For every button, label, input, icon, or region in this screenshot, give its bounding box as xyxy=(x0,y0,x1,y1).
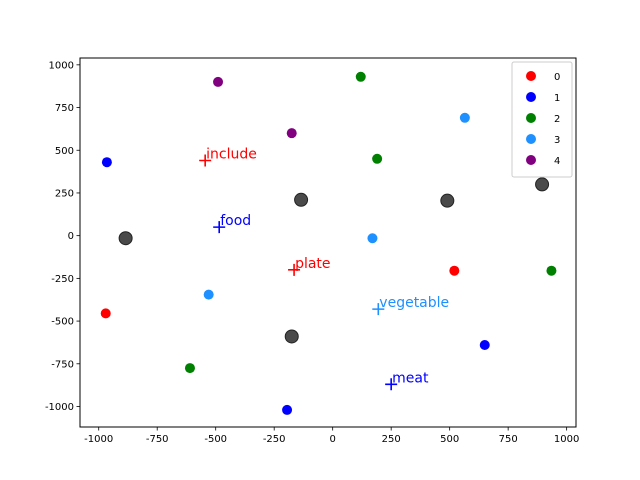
data-points xyxy=(100,71,557,415)
x-tick-label: 0 xyxy=(329,434,335,445)
word-food: food xyxy=(213,213,251,234)
word-label: vegetable xyxy=(379,295,449,311)
centroid-markers xyxy=(118,177,550,344)
data-point-series-2 xyxy=(355,71,366,82)
y-tick-label: -500 xyxy=(51,317,74,328)
x-axis: -1000 -750 -500 -250 0 250 500 750 1000 xyxy=(84,427,579,445)
data-point-series-3 xyxy=(367,233,378,244)
axes-frame xyxy=(79,57,577,428)
data-point-series-4 xyxy=(286,128,297,139)
legend-label-3: 3 xyxy=(554,135,560,146)
plus-marker xyxy=(372,303,385,316)
legend-marker-3 xyxy=(526,134,536,144)
legend-label-1: 1 xyxy=(554,93,560,104)
y-tick-label: -1000 xyxy=(45,402,74,413)
data-point-series-4 xyxy=(213,76,224,87)
word-label: food xyxy=(220,213,251,229)
legend-marker-4 xyxy=(526,155,536,165)
plus-marker xyxy=(199,154,212,167)
legend: 0 1 2 3 4 xyxy=(511,61,573,178)
y-tick-label: 750 xyxy=(55,103,74,114)
legend-label-4: 4 xyxy=(554,156,560,167)
legend-label-0: 0 xyxy=(554,72,560,83)
x-tick-label: -250 xyxy=(263,434,286,445)
legend-label-2: 2 xyxy=(554,114,560,125)
word-include: include xyxy=(199,147,257,167)
x-tick-label: -1000 xyxy=(84,434,113,445)
y-tick-label: 1000 xyxy=(49,60,74,71)
data-point-series-3 xyxy=(203,289,214,300)
data-point-series-3 xyxy=(459,112,470,123)
y-tick-label: 250 xyxy=(55,188,74,199)
data-point-series-1 xyxy=(479,340,490,350)
x-tick-label: -500 xyxy=(204,434,227,445)
legend-marker-2 xyxy=(526,113,536,123)
word-annotations: include food plate vegetable meat xyxy=(199,147,449,391)
x-tick-label: 500 xyxy=(440,434,459,445)
x-tick-label: -750 xyxy=(146,434,169,445)
centroid-point xyxy=(440,193,455,208)
legend-box xyxy=(511,61,573,178)
legend-marker-0 xyxy=(526,71,536,81)
centroid-point xyxy=(284,329,299,344)
x-tick-label: 750 xyxy=(499,434,518,445)
centroid-point xyxy=(118,231,133,246)
word-plate: plate xyxy=(288,256,331,276)
word-vegetable: vegetable xyxy=(372,295,449,316)
data-point-series-0 xyxy=(100,308,111,319)
y-tick-label: -750 xyxy=(51,359,74,370)
y-tick-label: -250 xyxy=(51,274,74,285)
word-meat: meat xyxy=(385,370,429,391)
y-tick-label: 0 xyxy=(68,231,74,242)
data-point-series-2 xyxy=(372,153,383,164)
plus-marker xyxy=(213,221,226,234)
word-label: meat xyxy=(392,370,429,386)
data-point-series-2 xyxy=(184,363,195,374)
data-point-series-1 xyxy=(101,157,112,168)
data-point-series-2 xyxy=(546,265,557,276)
y-tick-label: 500 xyxy=(55,146,74,157)
plus-marker xyxy=(288,263,301,276)
y-axis: -1000 -750 -500 -250 0 250 500 750 1000 xyxy=(45,60,80,413)
word-label: include xyxy=(206,147,257,163)
word-label: plate xyxy=(295,256,330,272)
x-tick-label: 250 xyxy=(382,434,401,445)
data-point-series-1 xyxy=(282,404,293,415)
x-tick-label: 1000 xyxy=(554,434,579,445)
centroid-point xyxy=(294,192,309,207)
centroid-point xyxy=(535,177,550,192)
legend-marker-1 xyxy=(526,92,536,102)
data-point-series-0 xyxy=(449,265,460,276)
plus-marker xyxy=(385,378,398,391)
